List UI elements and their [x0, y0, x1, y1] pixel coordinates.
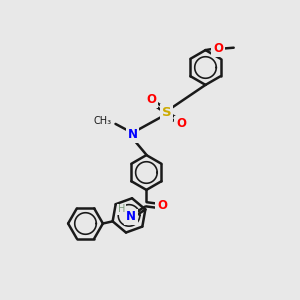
Text: S: S [162, 106, 171, 119]
Text: O: O [146, 93, 156, 106]
Text: O: O [157, 199, 167, 212]
Text: N: N [128, 128, 138, 141]
Text: CH₃: CH₃ [94, 116, 112, 126]
Text: O: O [176, 117, 186, 130]
Text: H: H [118, 204, 125, 214]
Text: O: O [213, 42, 223, 55]
Text: N: N [126, 210, 136, 224]
